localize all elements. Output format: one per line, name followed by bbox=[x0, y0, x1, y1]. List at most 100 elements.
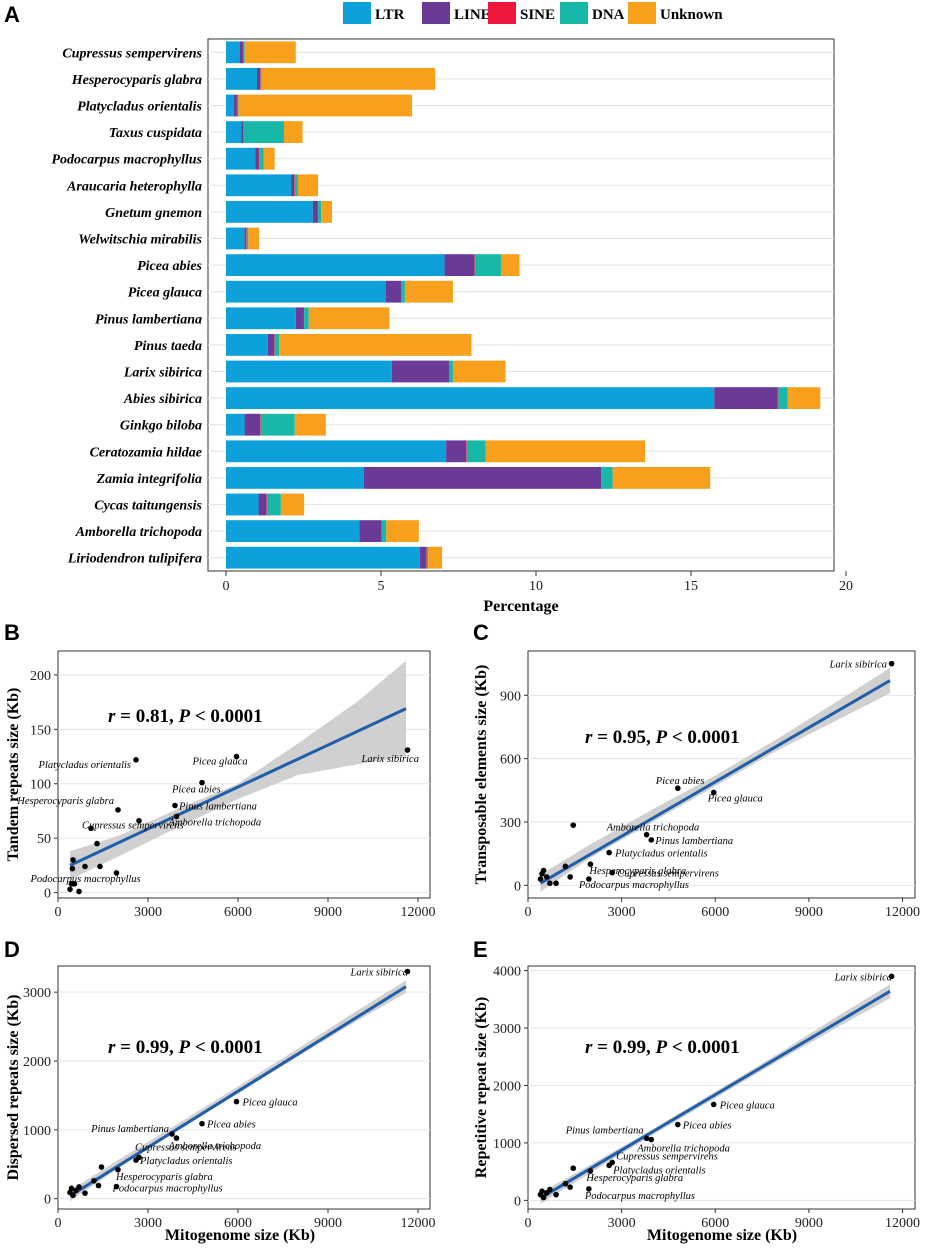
panel-d-y-tick-label: 1000 bbox=[23, 1124, 51, 1139]
panel-a-category-label: Welwitschia mirabilis bbox=[78, 233, 202, 248]
panel-a-letter: A bbox=[4, 2, 20, 27]
bar-segment bbox=[226, 440, 447, 463]
panel-c-y-axis-title: Transposable elements size (Kb) bbox=[473, 665, 490, 885]
panel-b-letter: B bbox=[4, 620, 20, 645]
bar-segment bbox=[446, 440, 467, 463]
bar-segment bbox=[226, 520, 360, 543]
panel-e-point-label: Cupressus sempervirens bbox=[616, 1151, 718, 1162]
bar-segment bbox=[226, 227, 245, 250]
panel-d-data-point bbox=[68, 1185, 75, 1192]
panel-b-data-point bbox=[94, 840, 100, 847]
bar-segment bbox=[267, 333, 275, 356]
panel-e-data-point bbox=[586, 1186, 592, 1192]
bar-segment bbox=[239, 41, 244, 64]
legend-label-sine: SINE bbox=[520, 7, 555, 23]
panel-c-data-point bbox=[587, 861, 594, 868]
bar-segment bbox=[226, 360, 392, 383]
bar-segment bbox=[246, 227, 247, 250]
panel-c-point-label: Amborella trichopoda bbox=[606, 823, 700, 834]
panel-c-point-label: Hesperocyparis glabra bbox=[588, 866, 686, 877]
panel-e-y-tick-label: 3000 bbox=[493, 1022, 521, 1037]
bar-segment bbox=[297, 174, 319, 197]
panel-a-frame bbox=[207, 38, 835, 572]
bar-segment bbox=[260, 67, 262, 90]
bar-segment bbox=[266, 493, 281, 516]
bar-segment bbox=[321, 200, 333, 223]
panel-e-data-point bbox=[643, 1135, 650, 1142]
panel-a-category-label: Larix sibirica bbox=[123, 366, 202, 381]
panel-e-data-point bbox=[547, 1186, 553, 1193]
panel-c-x-tick-label: 6000 bbox=[701, 905, 729, 920]
bar-segment bbox=[257, 67, 261, 90]
panel-d-point-label: Hesperocyparis glabra bbox=[115, 1172, 213, 1183]
panel-c-data-point bbox=[570, 822, 577, 828]
bar-segment bbox=[714, 387, 778, 410]
panel-b-point-label: Pinus lambertiana bbox=[178, 802, 257, 813]
bar-segment bbox=[248, 227, 260, 250]
panel-b-y-tick-label: 50 bbox=[37, 832, 51, 847]
bar-segment bbox=[246, 227, 249, 250]
panel-d-y-axis-title: Dispersed repeats size (Kb) bbox=[5, 995, 22, 1181]
panel-e-plot-area: Podocarpus macrophyllus Hesperocyparis gl… bbox=[473, 965, 920, 1231]
panel-c-data-point bbox=[710, 789, 717, 796]
bar-segment bbox=[258, 493, 267, 516]
panel-b-data-point bbox=[70, 857, 76, 863]
panel-b-point-label: Podocarpus macrophyllus bbox=[30, 874, 141, 885]
panel-c-x-tick-label: 9000 bbox=[795, 905, 823, 920]
bar-segment bbox=[404, 280, 453, 303]
bar-segment bbox=[317, 200, 319, 223]
panel-d-y-tick-label: 2000 bbox=[23, 1055, 51, 1070]
panel-a-x-tick-label: 5 bbox=[378, 579, 385, 594]
panel-b-y-tick-label: 0 bbox=[44, 887, 51, 902]
bar-segment bbox=[401, 280, 402, 303]
panel-c-stat-p-value: < 0.0001 bbox=[667, 727, 740, 748]
panel-c-data-point bbox=[537, 876, 544, 882]
panel-d-data-point bbox=[91, 1177, 97, 1184]
panel-b-y-axis-title: Tandem repeats size (Kb) bbox=[5, 688, 22, 862]
legend-label-unknown: Unknown bbox=[660, 7, 723, 23]
panel-b-y-tick-label: 100 bbox=[30, 778, 51, 793]
panel-e-data-point bbox=[710, 1101, 717, 1108]
bar-segment bbox=[226, 254, 445, 277]
panel-e-point-label: Larix sibirica bbox=[834, 972, 892, 983]
panel-c-x-tick-label: 3000 bbox=[608, 905, 636, 920]
panel-c-point-label: Pinus lambertiana bbox=[654, 836, 733, 847]
bar-segment bbox=[466, 440, 486, 463]
panel-c-correlation-stat: r = 0.95, P < 0.0001 bbox=[585, 727, 740, 748]
panel-d-stat-p: P bbox=[177, 1037, 190, 1058]
bar-segment bbox=[381, 520, 387, 543]
panel-d-point-label: Podocarpus macrophyllus bbox=[112, 1184, 223, 1195]
panel-a-category-label: Pinus lambertiana bbox=[95, 312, 202, 327]
panel-d-data-point bbox=[113, 1183, 120, 1190]
bar-segment bbox=[226, 41, 240, 64]
bar-segment bbox=[291, 174, 295, 197]
bar-segment bbox=[381, 520, 382, 543]
panel-d-point-label: Larix sibirica bbox=[350, 968, 408, 979]
bar-segment bbox=[283, 121, 303, 144]
panel-d-data-point bbox=[95, 1182, 102, 1189]
bar-segment bbox=[426, 546, 429, 569]
panel-b-data-point bbox=[113, 870, 120, 876]
bar-segment bbox=[449, 360, 453, 383]
panel-d-stat-r: r bbox=[108, 1037, 116, 1058]
panel-d-point-label: Pinus lambertiana bbox=[90, 1124, 169, 1135]
legend-label-ltr: LTR bbox=[375, 7, 405, 23]
bar-segment bbox=[452, 360, 506, 383]
panel-c-confidence-band bbox=[540, 667, 890, 892]
panel-c-y-tick-label: 900 bbox=[500, 689, 521, 704]
panel-d-point-label: Cupressus sempervirens bbox=[135, 1142, 237, 1153]
panel-a-plot-area: Cupressus sempervirens Hesperocyparis gla… bbox=[51, 38, 853, 594]
bar-segment bbox=[243, 41, 245, 64]
panel-c-data-point bbox=[567, 874, 573, 880]
bar-segment bbox=[226, 333, 268, 356]
panel-d-data-point bbox=[82, 1190, 88, 1196]
panel-c-y-tick-label: 0 bbox=[514, 879, 521, 894]
panel-c-plot-area: Podocarpus macrophyllus Hesperocyparis gl… bbox=[473, 650, 920, 920]
legend-swatch-unknown bbox=[628, 2, 656, 24]
panel-e-x-tick-label: 3000 bbox=[608, 1216, 636, 1231]
panel-c-stat-p: P bbox=[654, 727, 667, 748]
panel-d-x-tick-label: 12000 bbox=[401, 1216, 436, 1231]
panel-e-data-point bbox=[609, 1159, 616, 1166]
panel-a-category-label: Podocarpus macrophyllus bbox=[51, 153, 202, 168]
panel-d-data-point bbox=[169, 1131, 175, 1137]
